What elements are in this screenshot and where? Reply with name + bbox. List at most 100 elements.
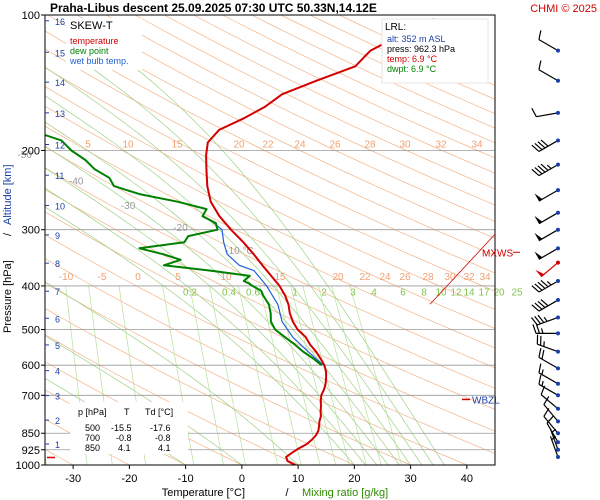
wind-barb-full (540, 163, 549, 171)
moist-adiabat (45, 66, 423, 465)
wind-barb-staff (538, 356, 559, 369)
wind-barb (531, 138, 560, 152)
moist-adiabat-label: 0 (135, 272, 141, 283)
moist-adiabat (113, 50, 445, 465)
wind-barb-station (556, 227, 560, 232)
moist-adiabat-label: 22 (359, 272, 371, 283)
moist-adiabat-label: 32 (463, 272, 475, 283)
wind-barb-full (541, 349, 545, 360)
mixing-ratio-line (349, 285, 403, 465)
x-axis-title-temperature: Temperature [°C] (162, 487, 245, 499)
wind-barb-half (541, 369, 544, 375)
table-row-850-td: 4.1 (158, 443, 171, 453)
series-dew-point (45, 133, 323, 366)
legend-background (66, 18, 142, 70)
wind-barb-staff (540, 394, 559, 410)
wind-barb-station (556, 406, 560, 411)
y-tick-label: 200 (22, 145, 40, 157)
wind-barb (538, 374, 560, 398)
dry-adiabat (45, 67, 495, 292)
mixing-ratio-label: 17 (478, 287, 490, 298)
wind-barb-full (535, 324, 541, 334)
dry-adiabat (45, 30, 495, 256)
altitude-tick-label: 13 (55, 109, 65, 119)
wind-barb-staff (543, 404, 559, 422)
wind-barb-staff (540, 262, 559, 278)
wind-barb-staff (537, 343, 559, 353)
wind-barb-flag (534, 193, 543, 202)
altitude-tick-label: 2 (55, 416, 60, 426)
x-tick-label: -10 (178, 473, 194, 485)
mixing-ratio-label: 1 (292, 287, 298, 298)
mixing-ratio-line (276, 285, 321, 465)
mixing-ratio-line (189, 285, 224, 465)
moist-adiabat (45, 145, 389, 465)
table-row-850-p: 850 (85, 443, 100, 453)
table-header-p: p [hPa] (78, 407, 107, 417)
wind-barb-full (540, 139, 549, 147)
dry-adiabat (76, 15, 495, 222)
wind-barb-staff (536, 112, 559, 118)
x-axis-title-separator: / (285, 487, 289, 499)
wind-barb (549, 428, 560, 452)
dry-adiabat-label: 30 (399, 139, 411, 150)
y-axis-title-altitude: Altitude [km] (2, 164, 14, 225)
wind-barb-full (538, 60, 542, 70)
isotherm-label: -30 (121, 201, 136, 212)
wind-barb-full (538, 30, 542, 40)
wind-barb-full (534, 167, 543, 175)
wind-barb-staff (538, 383, 559, 396)
wind-barb-staff (546, 422, 559, 443)
dry-adiabat-label: 15 (171, 139, 183, 150)
wind-barb-full (538, 363, 542, 373)
wind-barb-half (541, 380, 544, 387)
dry-adiabat (45, 282, 412, 465)
moist-adiabat-label: 28 (422, 272, 434, 283)
x-tick-label: 20 (348, 473, 360, 485)
wind-barb (532, 324, 560, 336)
wind-barb (534, 227, 560, 242)
moist-adiabat-label: 34 (479, 272, 491, 283)
wind-barb (535, 260, 560, 278)
wind-barb-station (556, 366, 560, 371)
dry-adiabat (45, 211, 495, 432)
wind-barbs-layer (530, 30, 560, 460)
moist-adiabat-label: 15 (274, 272, 286, 283)
lrl-temp: temp: 6.9 °C (387, 54, 438, 64)
mixing-ratio-label: 2 (321, 287, 327, 298)
moist-adiabat (45, 167, 378, 465)
table-row-500-p: 500 (85, 423, 100, 433)
wind-barb-station (556, 331, 560, 336)
mixing-ratio-label: 25 (511, 287, 523, 298)
wind-barb-staff (537, 316, 559, 326)
dry-adiabat (45, 258, 468, 465)
wind-barb-full (538, 374, 542, 385)
copyright: CHMI © 2025 (530, 3, 597, 15)
wind-barb-station (556, 419, 560, 424)
dry-adiabat-label: 24 (294, 139, 306, 150)
wind-barb-staff (549, 436, 559, 458)
x-tick-label: 10 (292, 473, 304, 485)
wind-barb-station (556, 210, 560, 215)
dry-adiabat (45, 146, 495, 369)
wbzl-label: WBZL (472, 395, 500, 406)
y-tick-label: 1000 (16, 460, 40, 472)
y-tick-label: 300 (22, 225, 40, 237)
mixing-ratio-label: 4 (371, 287, 377, 298)
dry-adiabat-label: 10 (122, 139, 134, 150)
moist-adiabat (45, 187, 366, 465)
wind-barb-half (546, 164, 552, 170)
lrl-box-background (381, 18, 489, 84)
mxws-leader (429, 233, 496, 305)
mixing-ratio-label: 12 (450, 287, 462, 298)
wind-barb (530, 314, 560, 326)
lrl-dwpt: dwpt: 6.9 °C (387, 64, 437, 74)
wind-barb (546, 415, 560, 445)
dry-adiabat-label: 26 (329, 139, 341, 150)
wind-barb-flag (534, 232, 543, 241)
isotherm-label: -20 (173, 223, 188, 234)
y-tick-label: 925 (22, 445, 40, 457)
altitude-tick-label: 10 (55, 201, 65, 211)
x-tick-label: 30 (405, 473, 417, 485)
wind-barb-full (540, 385, 546, 395)
